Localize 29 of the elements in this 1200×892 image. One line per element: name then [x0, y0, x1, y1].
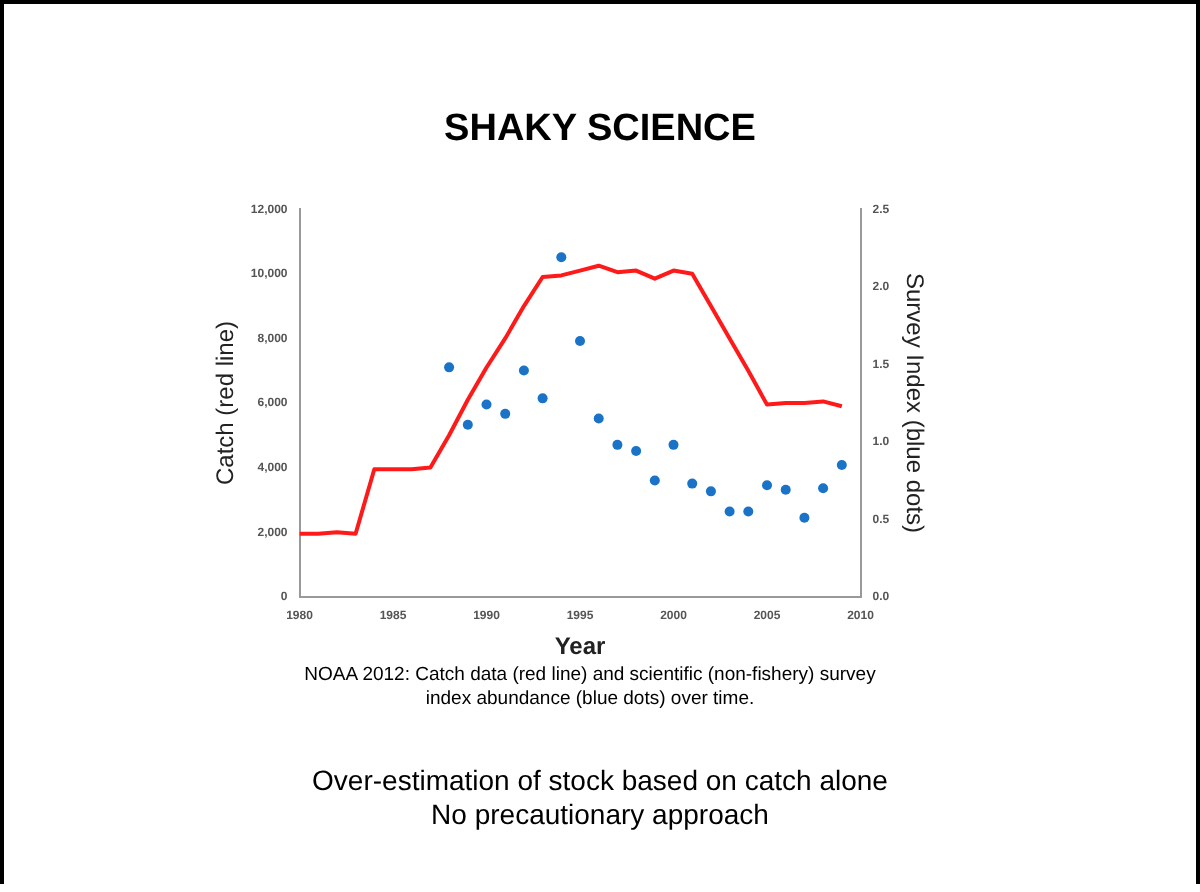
point: [818, 483, 829, 494]
point: [762, 480, 773, 491]
point: [537, 393, 548, 404]
point: [687, 478, 698, 489]
x-axis-title: Year: [554, 632, 607, 661]
point: [481, 399, 492, 410]
point: [556, 252, 567, 263]
point: [724, 506, 735, 517]
point: [668, 439, 679, 450]
point: [612, 439, 623, 450]
point: [593, 413, 604, 424]
text: NOAA 2012: Catch data (red line) and scientific (non-fishery) survey index abundance (blue dots) over time.: [302, 664, 878, 712]
point: [631, 446, 642, 457]
y2-axis-title: Survey Index (blue dots): [900, 272, 929, 534]
point: [649, 475, 660, 486]
y-axis-title: Catch (red line): [211, 320, 240, 486]
point: [780, 484, 791, 495]
point: [462, 419, 473, 430]
text: Over-estimation of stock based on catch alone: [310, 764, 890, 798]
chart-title: SHAKY SCIENCE: [442, 108, 758, 152]
point: [518, 365, 529, 376]
point: [705, 486, 716, 497]
text: No precautionary approach: [429, 798, 771, 832]
point: [836, 460, 847, 471]
point: [799, 512, 810, 523]
point: [575, 335, 586, 346]
point: [743, 506, 754, 517]
point: [444, 362, 455, 373]
point: [500, 408, 511, 419]
